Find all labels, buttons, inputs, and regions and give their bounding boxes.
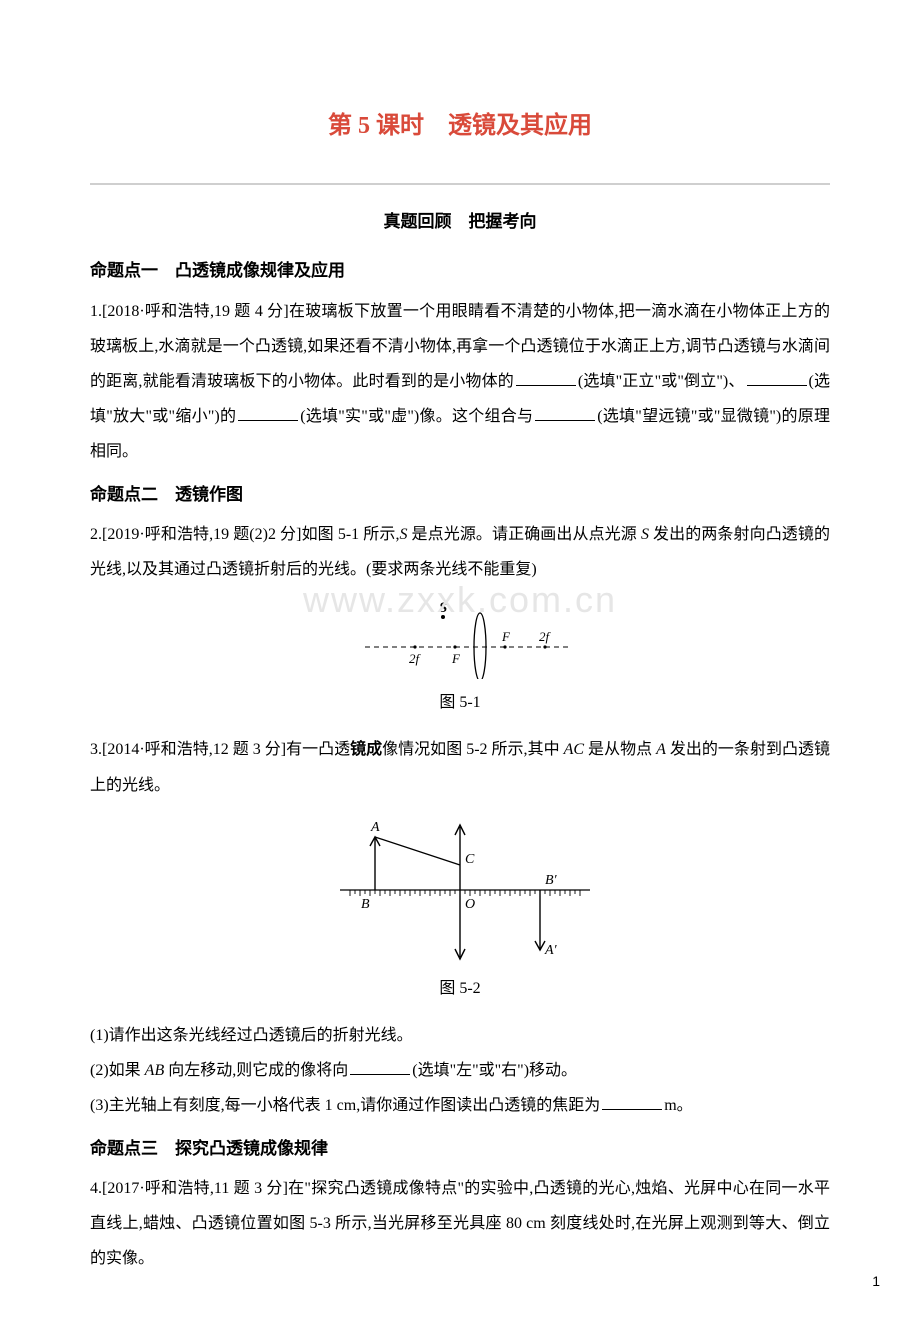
svg-text:B: B (361, 897, 370, 912)
q3-sub3-post: m。 (664, 1097, 692, 1114)
q1-opt3: (选填"实"或"虚")像。这个组合与 (300, 408, 533, 425)
page-title: 第 5 课时 透镜及其应用 (90, 100, 830, 153)
q1-blank3 (238, 404, 298, 421)
question-3: 3.[2014·呼和浩特,12 题 3 分]有一凸透镜成像情况如图 5-2 所示… (90, 732, 830, 802)
q1-opt1: (选填"正立"或"倒立")、 (578, 373, 745, 390)
q3-sub2-blank (350, 1058, 410, 1075)
title-main: 透镜及其应用 (424, 113, 592, 139)
q3-sub2-mid: 向左移动,则它成的像将向 (164, 1062, 348, 1079)
q3-bold: 镜成 (350, 741, 382, 758)
q2-text2: 是点光源。请正确画出从点光源 (407, 526, 640, 543)
q3-text1: 有一凸透 (286, 741, 350, 758)
page-number: 1 (872, 1266, 880, 1297)
q2-text: 如图 5-1 所示, (301, 526, 399, 543)
svg-text:F: F (451, 651, 461, 666)
q3-sub3-pre: (3)主光轴上有刻度,每一小格代表 1 cm,请你通过作图读出凸透镜的焦距为 (90, 1097, 600, 1114)
svg-text:F: F (501, 629, 511, 644)
q1-blank4 (535, 404, 595, 421)
q4-num: 4. (90, 1180, 102, 1197)
q2-num: 2. (90, 526, 102, 543)
svg-text:A′: A′ (544, 943, 558, 958)
q2-s2: S (641, 526, 649, 543)
svg-text:2f: 2f (409, 651, 422, 666)
svg-text:O: O (465, 897, 475, 912)
q1-meta: [2018·呼和浩特,19 题 4 分] (102, 303, 289, 320)
question-4: 4.[2017·呼和浩特,11 题 3 分]在"探究凸透镜成像特点"的实验中,凸… (90, 1171, 830, 1277)
q3-num: 3. (90, 741, 102, 758)
q3-sub2: (2)如果 AB 向左移动,则它成的像将向 (选填"左"或"右")移动。 (90, 1053, 830, 1088)
q3-meta: [2014·呼和浩特,12 题 3 分] (102, 741, 286, 758)
q3-a: A (656, 741, 666, 758)
svg-text:A: A (370, 820, 380, 835)
q3-ac: AC (564, 741, 584, 758)
svg-text:2f: 2f (539, 629, 552, 644)
fig2-svg: A B C O B′ A′ (320, 815, 600, 965)
q3-sub3-blank (602, 1094, 662, 1111)
q4-meta: [2017·呼和浩特,11 题 3 分] (102, 1180, 288, 1197)
svg-text:C: C (465, 852, 475, 867)
question-1: 1.[2018·呼和浩特,19 题 4 分]在玻璃板下放置一个用眼睛看不清楚的小… (90, 294, 830, 470)
q1-blank1 (516, 369, 576, 386)
q3-text3: 是从物点 (584, 741, 656, 758)
q1-blank2 (747, 369, 807, 386)
q1-num: 1. (90, 303, 102, 320)
topic-3: 命题点三 探究凸透镜成像规律 (90, 1130, 830, 1167)
review-subtitle: 真题回顾 把握考向 (90, 203, 830, 240)
fig1-svg: 2f F F 2f S (345, 599, 575, 679)
q3-sub2-ab: AB (145, 1062, 165, 1079)
title-prefix: 第 5 课时 (328, 113, 424, 139)
svg-text:B′: B′ (545, 873, 558, 888)
q3-sub2-pre: (2)如果 (90, 1062, 145, 1079)
q3-sub2-post: (选填"左"或"右")移动。 (412, 1062, 577, 1079)
topic-2: 命题点二 透镜作图 (90, 476, 830, 513)
q3-text2: 像情况如图 5-2 所示,其中 (382, 741, 563, 758)
q3-sub3: (3)主光轴上有刻度,每一小格代表 1 cm,请你通过作图读出凸透镜的焦距为 m。 (90, 1088, 830, 1123)
question-2: 2.[2019·呼和浩特,19 题(2)2 分]如图 5-1 所示, S 是点光源… (90, 517, 830, 587)
topic-1: 命题点一 凸透镜成像规律及应用 (90, 252, 830, 289)
q3-sub1: (1)请作出这条光线经过凸透镜后的折射光线。 (90, 1018, 830, 1053)
fig2-caption: 图 5-2 (90, 971, 830, 1006)
q2-meta: [2019·呼和浩特,19 题(2)2 分] (102, 526, 301, 543)
section-divider (90, 183, 830, 185)
fig1-caption: 图 5-1 (90, 685, 830, 720)
figure-5-2: A B C O B′ A′ 图 5-2 (90, 815, 830, 1006)
svg-text:S: S (439, 600, 447, 616)
figure-5-1: 2f F F 2f S 图 5-1 (90, 599, 830, 720)
